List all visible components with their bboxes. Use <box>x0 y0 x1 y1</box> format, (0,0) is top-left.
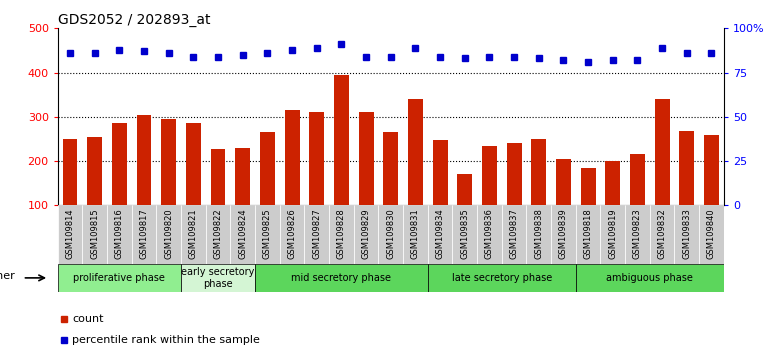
Bar <box>675 205 699 264</box>
Text: GSM109814: GSM109814 <box>65 208 75 259</box>
Text: GSM109828: GSM109828 <box>337 208 346 259</box>
Text: GSM109817: GSM109817 <box>139 208 149 259</box>
Bar <box>408 99 423 205</box>
Bar <box>285 110 300 205</box>
Text: GSM109839: GSM109839 <box>559 208 568 259</box>
Text: GSM109833: GSM109833 <box>682 208 691 259</box>
Bar <box>82 205 107 264</box>
Bar <box>181 264 255 292</box>
Bar <box>650 205 675 264</box>
Bar <box>186 124 201 205</box>
Text: GSM109826: GSM109826 <box>288 208 296 259</box>
Text: GSM109816: GSM109816 <box>115 208 124 259</box>
Bar <box>112 124 127 205</box>
Text: GSM109824: GSM109824 <box>238 208 247 259</box>
Text: ambiguous phase: ambiguous phase <box>606 273 693 283</box>
Text: GSM109821: GSM109821 <box>189 208 198 259</box>
Bar <box>556 159 571 205</box>
Bar <box>654 99 670 205</box>
Bar <box>280 205 304 264</box>
Text: proliferative phase: proliferative phase <box>73 273 166 283</box>
Bar <box>255 205 280 264</box>
Bar <box>378 205 403 264</box>
Bar <box>453 205 477 264</box>
Bar <box>310 113 324 205</box>
Text: count: count <box>72 314 104 324</box>
Text: late secretory phase: late secretory phase <box>452 273 552 283</box>
Bar <box>211 149 226 205</box>
Bar <box>353 205 378 264</box>
Bar <box>502 205 527 264</box>
Bar <box>62 139 78 205</box>
Bar <box>531 139 546 205</box>
Text: GSM109820: GSM109820 <box>164 208 173 259</box>
Bar <box>704 136 719 205</box>
Bar <box>383 132 398 205</box>
Bar <box>576 264 724 292</box>
Bar <box>304 205 329 264</box>
Text: GSM109829: GSM109829 <box>362 208 370 259</box>
Text: GSM109831: GSM109831 <box>411 208 420 259</box>
Text: GSM109835: GSM109835 <box>460 208 469 259</box>
Bar <box>581 168 595 205</box>
Bar <box>679 131 695 205</box>
Bar <box>551 205 576 264</box>
Bar <box>605 161 620 205</box>
Bar <box>630 154 644 205</box>
Text: GSM109819: GSM109819 <box>608 208 618 259</box>
Bar <box>699 205 724 264</box>
Bar <box>477 205 502 264</box>
Text: GSM109830: GSM109830 <box>387 208 395 259</box>
Text: GSM109823: GSM109823 <box>633 208 642 259</box>
Text: GSM109825: GSM109825 <box>263 208 272 259</box>
Bar <box>433 140 447 205</box>
Bar <box>576 205 601 264</box>
Text: GSM109827: GSM109827 <box>313 208 321 259</box>
Bar <box>156 205 181 264</box>
Bar <box>236 148 250 205</box>
Bar <box>58 205 82 264</box>
Text: GSM109815: GSM109815 <box>90 208 99 259</box>
Text: GSM109822: GSM109822 <box>213 208 223 259</box>
Text: percentile rank within the sample: percentile rank within the sample <box>72 335 260 345</box>
Text: GSM109838: GSM109838 <box>534 208 544 259</box>
Bar <box>206 205 230 264</box>
Text: mid secretory phase: mid secretory phase <box>291 273 391 283</box>
Bar <box>58 264 181 292</box>
Text: GSM109834: GSM109834 <box>436 208 444 259</box>
Text: GSM109836: GSM109836 <box>485 208 494 259</box>
Bar <box>334 75 349 205</box>
Text: early secretory
phase: early secretory phase <box>182 267 255 289</box>
Bar <box>428 264 576 292</box>
Bar <box>162 119 176 205</box>
Text: GSM109837: GSM109837 <box>510 208 519 259</box>
Bar <box>527 205 551 264</box>
Bar <box>181 205 206 264</box>
Bar <box>260 132 275 205</box>
Text: GSM109818: GSM109818 <box>584 208 593 259</box>
Bar <box>107 205 132 264</box>
Bar <box>255 264 428 292</box>
Bar <box>601 205 625 264</box>
Text: GSM109832: GSM109832 <box>658 208 667 259</box>
Bar <box>457 175 472 205</box>
Bar <box>87 137 102 205</box>
Bar <box>132 205 156 264</box>
Bar <box>137 115 152 205</box>
Bar <box>230 205 255 264</box>
Bar <box>403 205 428 264</box>
Bar <box>428 205 453 264</box>
Bar <box>482 145 497 205</box>
Bar <box>359 113 373 205</box>
Text: GDS2052 / 202893_at: GDS2052 / 202893_at <box>58 13 210 27</box>
Text: GSM109840: GSM109840 <box>707 208 716 259</box>
Bar <box>625 205 650 264</box>
Text: other: other <box>0 272 15 281</box>
Bar <box>329 205 353 264</box>
Bar <box>507 143 521 205</box>
